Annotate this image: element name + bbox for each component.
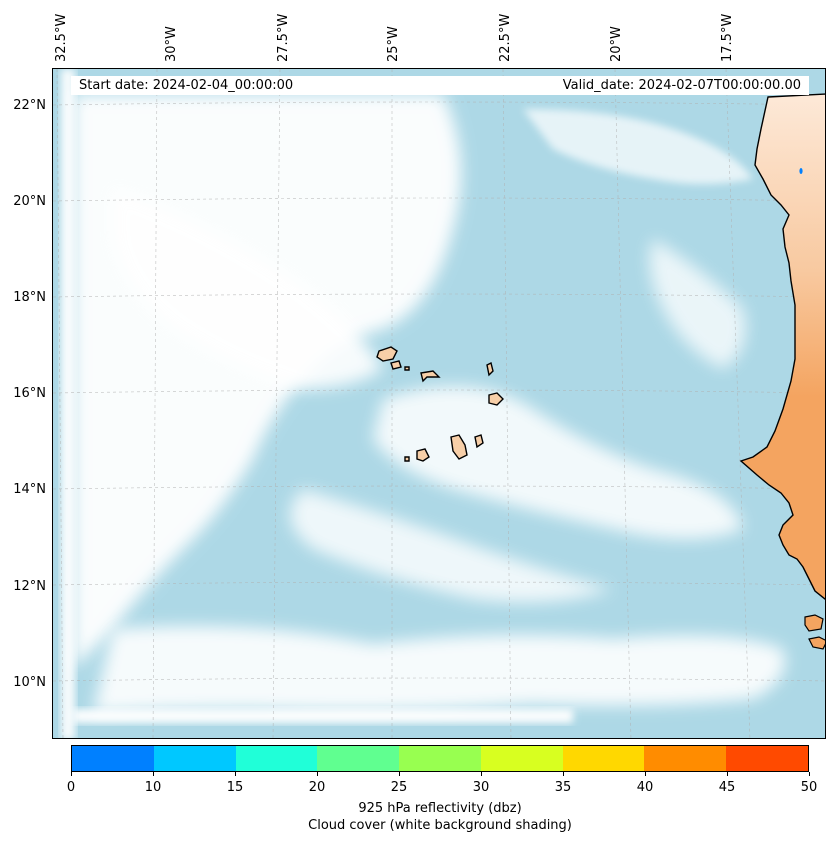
cape-verde-islands <box>376 346 504 462</box>
map-canvas <box>53 69 825 738</box>
colorbar-tick-9 <box>808 772 810 776</box>
colorbar-tick-label-6: 35 <box>554 780 572 795</box>
island-santa-luzia <box>404 366 410 371</box>
colorbar-tick-label-5: 30 <box>472 780 490 795</box>
colorbar-tick-8 <box>726 772 728 776</box>
colorbar-tick-label-8: 45 <box>718 780 736 795</box>
colorbar-tick-0 <box>70 772 72 776</box>
colorbar-title: 925 hPa reflectivity (dbz) <box>358 801 522 816</box>
colorbar-tick-5 <box>480 772 482 776</box>
valid-date-label: Valid_date: 2024-02-07T00:00:00.00 <box>562 78 801 93</box>
reflectivity-colorbar <box>71 745 809 772</box>
colorbar-segment-0 <box>72 746 154 771</box>
map-panel[interactable] <box>52 68 826 739</box>
colorbar-segment-6 <box>562 746 645 771</box>
island-sao-vicente <box>390 360 402 370</box>
island-sao-nicolau <box>420 370 441 383</box>
island-sal <box>486 361 494 377</box>
colorbar-segment-5 <box>480 746 563 771</box>
island-maio <box>474 434 484 449</box>
colorbar-segment-2 <box>235 746 318 771</box>
colorbar-tick-label-1: 10 <box>144 780 162 795</box>
lat-label-16n: 16°N <box>13 386 46 401</box>
lat-label-20n: 20°N <box>13 194 46 209</box>
colorbar-tick-label-0: 0 <box>66 780 76 795</box>
lat-label-18n: 18°N <box>13 290 46 305</box>
colorbar-segment-7 <box>644 746 727 771</box>
island-santiago <box>450 434 468 460</box>
africa-mainland <box>739 93 825 600</box>
graticule <box>53 69 825 738</box>
colorbar-tick-7 <box>644 772 646 776</box>
lat-label-12n: 12°N <box>13 579 46 594</box>
start-date-label: Start date: 2024-02-04_00:00:00 <box>79 78 294 93</box>
colorbar-tick-6 <box>562 772 564 776</box>
lat-label-10n: 10°N <box>13 675 46 690</box>
lon-label-17-5w: 17.5°W <box>720 13 735 62</box>
lon-label-25w: 25°W <box>386 26 401 62</box>
colorbar-tick-3 <box>316 772 318 776</box>
island-brava <box>404 456 410 462</box>
colorbar-segment-3 <box>317 746 400 771</box>
island-fogo <box>416 448 430 462</box>
lon-label-22-5w: 22.5°W <box>498 13 513 62</box>
lat-label-22n: 22°N <box>13 98 46 113</box>
colorbar-tick-label-3: 20 <box>308 780 326 795</box>
date-info-bar: Start date: 2024-02-04_00:00:00 Valid_da… <box>71 76 809 95</box>
bissagos-islands <box>804 614 825 650</box>
colorbar-segment-1 <box>153 746 236 771</box>
lon-label-20w: 20°W <box>609 26 624 62</box>
island-boa-vista <box>488 392 504 406</box>
colorbar-tick-4 <box>398 772 400 776</box>
colorbar-tick-label-9: 50 <box>800 780 818 795</box>
colorbar-subtitle: Cloud cover (white background shading) <box>308 818 572 833</box>
lon-label-32-5w: 32.5°W <box>54 13 69 62</box>
lon-label-30w: 30°W <box>164 26 179 62</box>
colorbar-tick-label-2: 15 <box>226 780 244 795</box>
colorbar-segment-4 <box>399 746 481 771</box>
reflectivity-echo <box>799 168 803 174</box>
lon-label-27-5w: 27.5°W <box>276 13 291 62</box>
colorbar-segment-8 <box>726 746 809 771</box>
colorbar-tick-label-4: 25 <box>390 780 408 795</box>
cloud-cover <box>61 69 785 738</box>
colorbar-tick-label-7: 40 <box>636 780 654 795</box>
island-santo-antao <box>376 346 398 362</box>
colorbar-tick-1 <box>152 772 154 776</box>
colorbar-tick-2 <box>234 772 236 776</box>
lat-label-14n: 14°N <box>13 482 46 497</box>
